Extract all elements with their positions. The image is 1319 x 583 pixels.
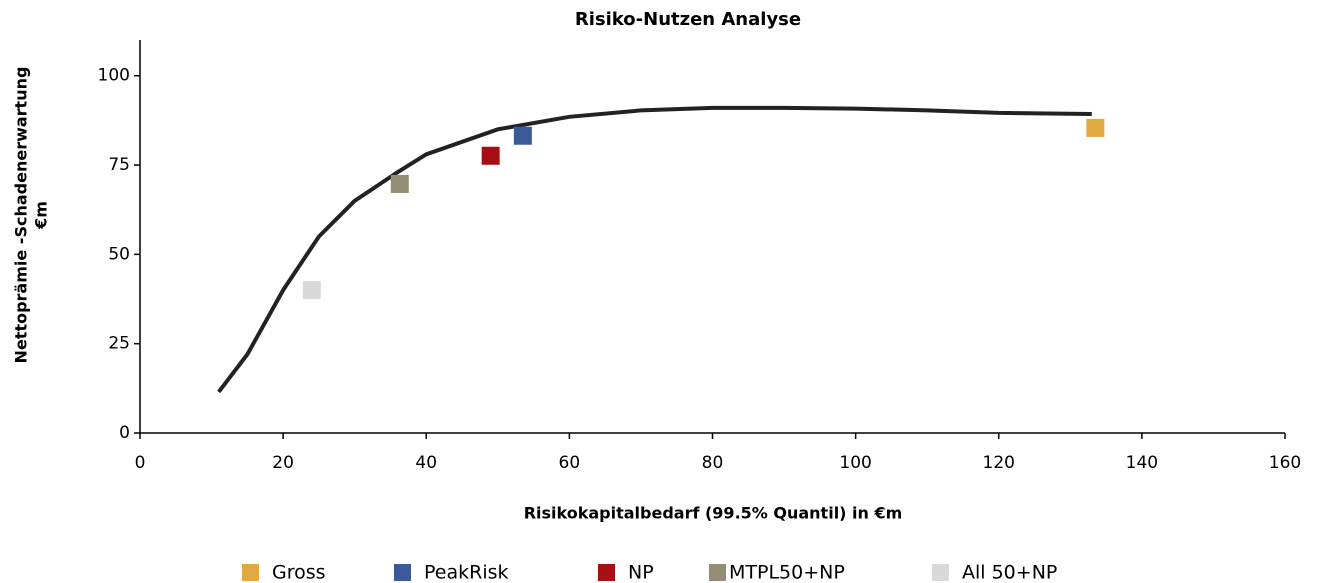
x-tick-label: 20 xyxy=(272,453,294,473)
y-tick-label: 0 xyxy=(119,423,130,443)
y-tick-label: 50 xyxy=(108,244,130,264)
legend-label: PeakRisk xyxy=(424,562,509,583)
x-tick-label: 60 xyxy=(559,453,581,473)
x-tick-label: 80 xyxy=(702,453,724,473)
y-axis-label: €m xyxy=(32,201,51,230)
y-axis-label: Nettoprämie -Schadenerwartung xyxy=(12,67,31,364)
legend-label: MTPL50+NP xyxy=(729,562,845,583)
point xyxy=(1086,118,1105,137)
point xyxy=(302,281,321,300)
point xyxy=(513,126,532,145)
x-tick-label: 0 xyxy=(135,453,146,473)
y-tick-label: 25 xyxy=(108,334,130,354)
x-tick-label: 100 xyxy=(839,453,871,473)
chart-title: Risiko-Nutzen Analyse xyxy=(575,9,801,30)
legend-swatch xyxy=(394,564,411,581)
x-tick-label: 160 xyxy=(1269,453,1301,473)
x-tick-label: 120 xyxy=(983,453,1015,473)
legend-swatch xyxy=(709,564,726,581)
legend-label: All 50+NP xyxy=(962,562,1057,583)
legend-swatch xyxy=(242,564,259,581)
y-tick-label: 100 xyxy=(98,66,130,86)
curve xyxy=(217,105,1092,394)
y-tick-label: 75 xyxy=(108,155,130,175)
point xyxy=(481,146,500,165)
legend-label: Gross xyxy=(272,562,326,583)
legend-label: NP xyxy=(628,562,654,583)
legend-swatch xyxy=(598,564,615,581)
x-tick-label: 140 xyxy=(1126,453,1158,473)
legend-swatch xyxy=(932,564,949,581)
x-axis-label: Risikokapitalbedarf (99.5% Quantil) in €… xyxy=(524,504,903,523)
x-tick-label: 40 xyxy=(415,453,437,473)
point xyxy=(390,174,409,193)
